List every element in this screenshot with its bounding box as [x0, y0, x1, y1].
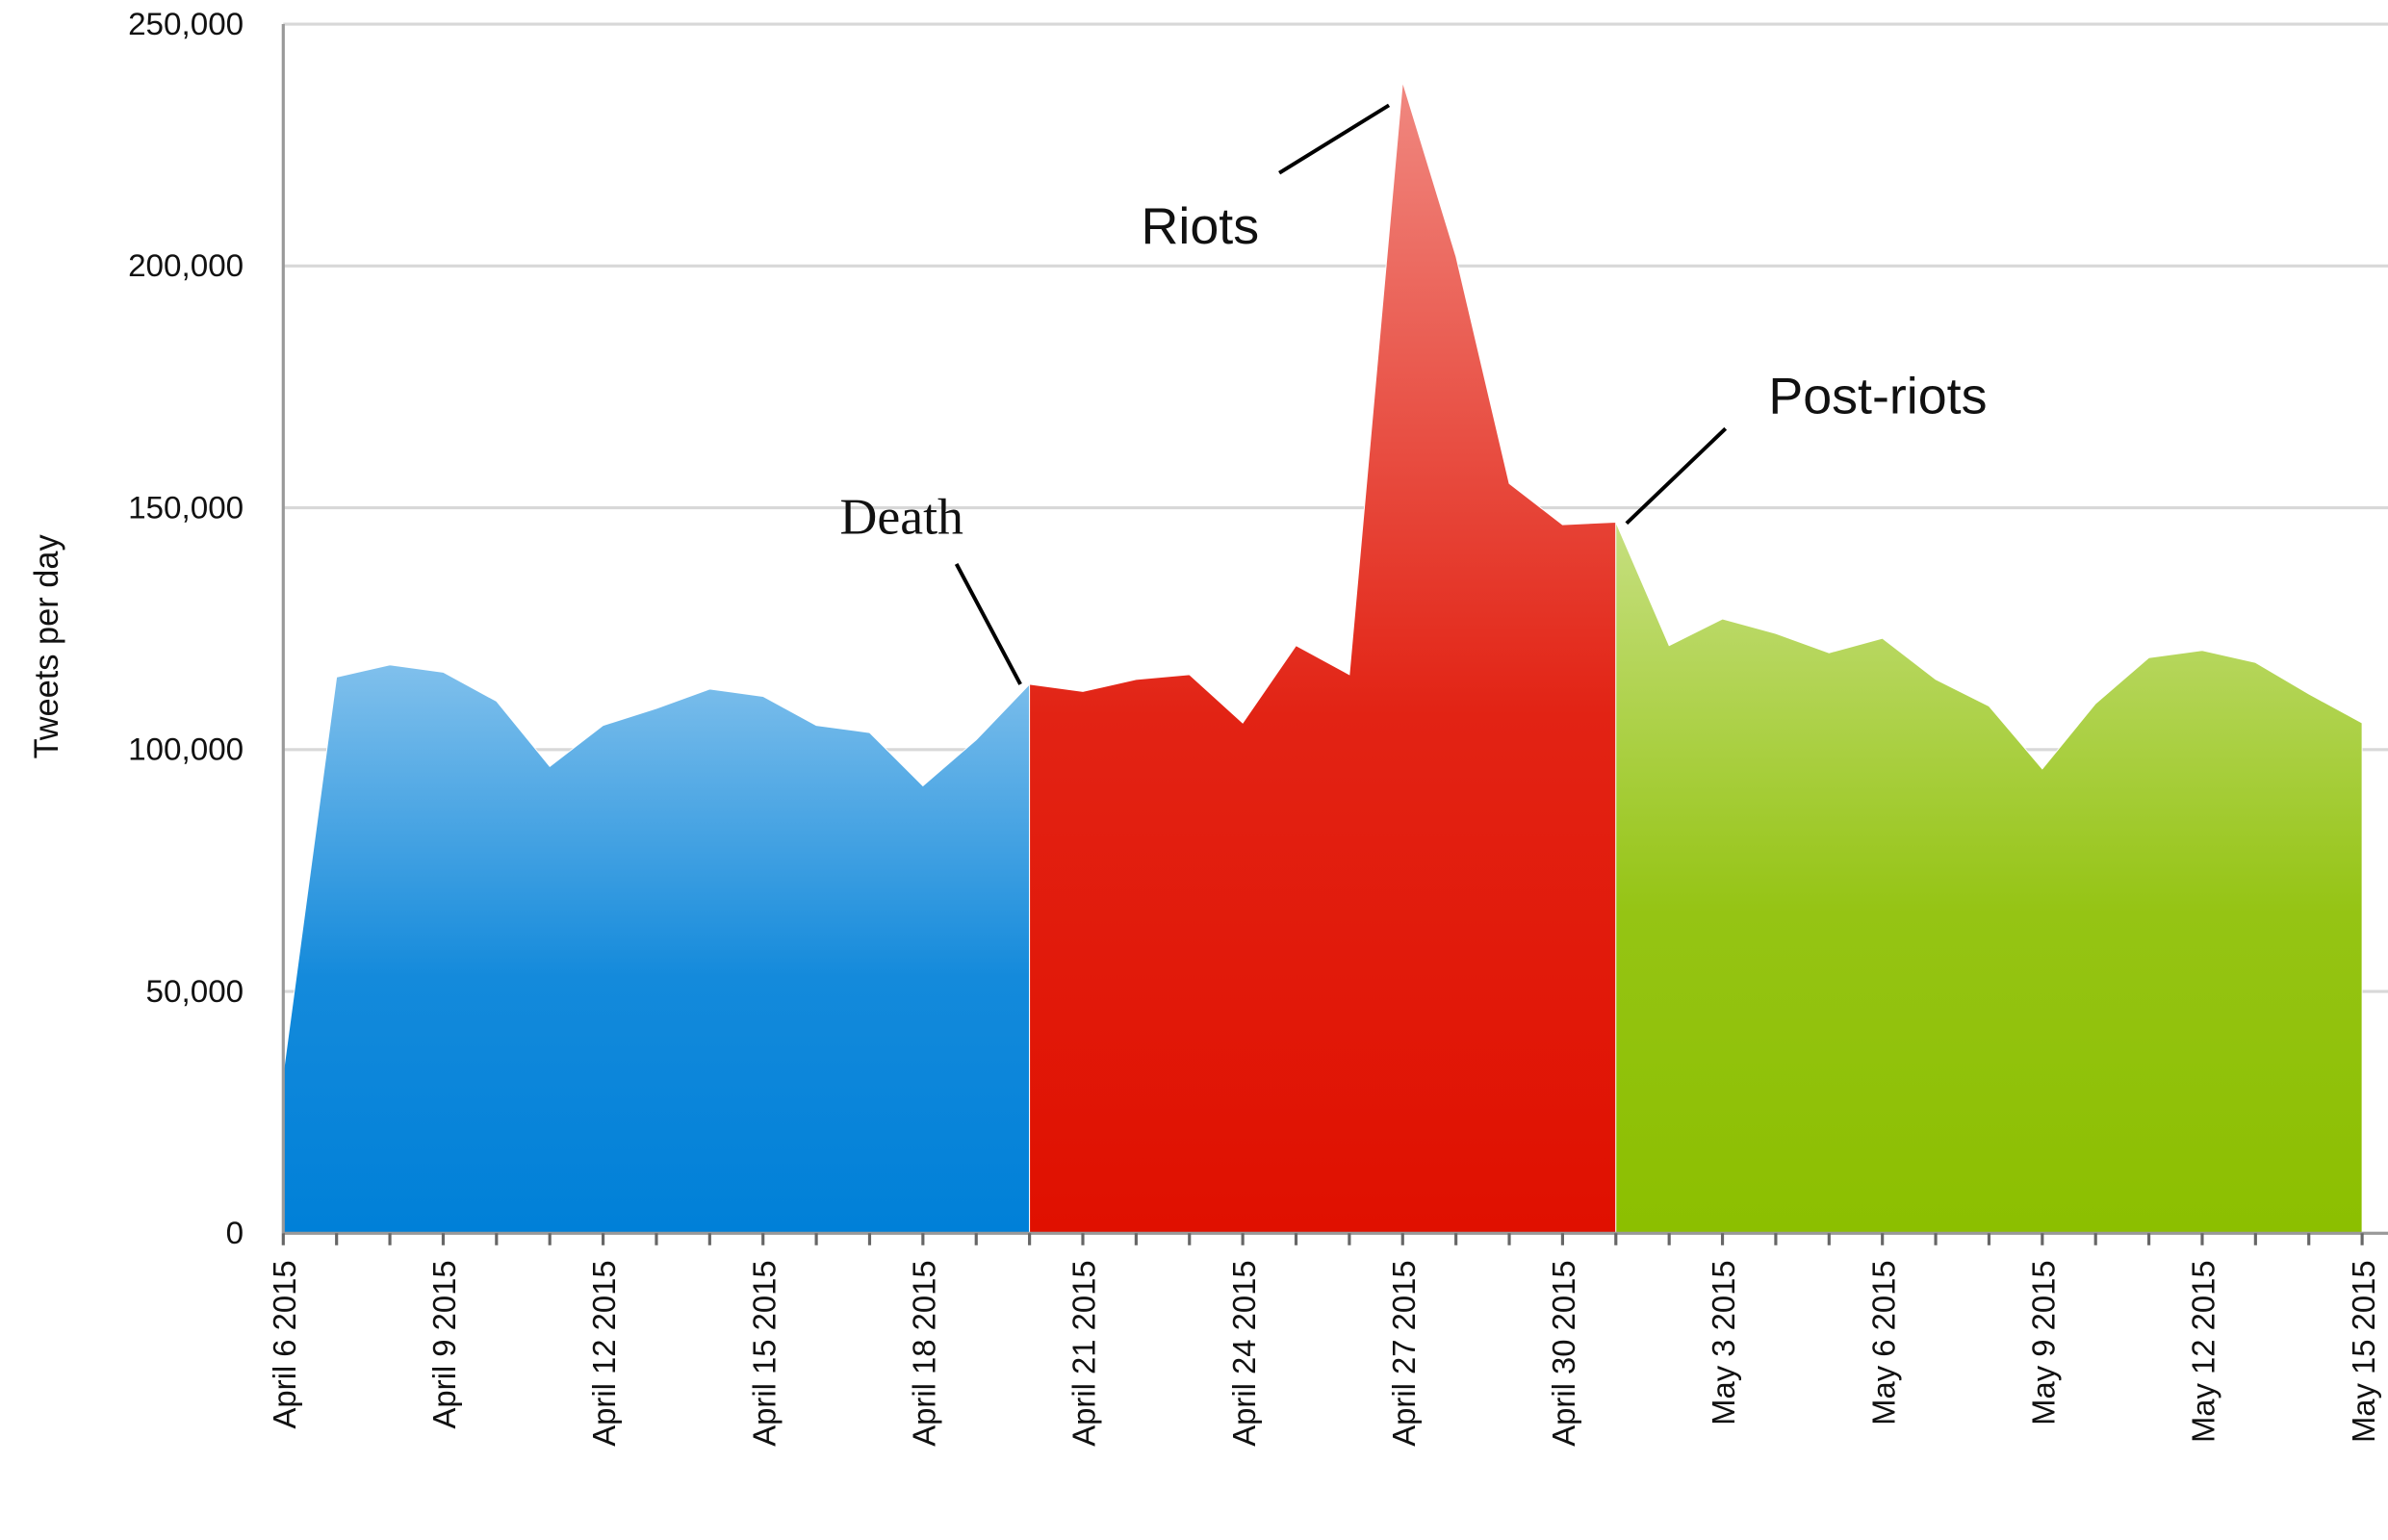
x-tick-label: April 12 2015 — [586, 1260, 622, 1446]
area — [283, 664, 1031, 1234]
x-tick-label: April 15 2015 — [746, 1260, 782, 1446]
area — [1615, 522, 2363, 1234]
x-tick-label: April 30 2015 — [1546, 1260, 1581, 1446]
annotation-line — [954, 563, 1022, 685]
x-tick-label: April 18 2015 — [906, 1260, 941, 1446]
x-tick-label: May 3 2015 — [1706, 1260, 1741, 1424]
x-tick-label: April 27 2015 — [1386, 1260, 1422, 1446]
y-tick-label: 250,000 — [128, 6, 244, 41]
x-tick-label: April 6 2015 — [267, 1260, 302, 1428]
x-tick-label: May 6 2015 — [1865, 1260, 1901, 1424]
annotation-line — [1278, 103, 1391, 175]
annotation-line — [1625, 426, 1728, 526]
x-tick-label: April 21 2015 — [1066, 1260, 1101, 1446]
annotation: Riots — [1142, 198, 1260, 255]
y-tick-label: 150,000 — [128, 490, 244, 526]
y-tick-label: 100,000 — [128, 732, 244, 767]
annotation: Death — [839, 488, 963, 546]
annotation: Post-riots — [1768, 369, 1987, 425]
y-tick-label: 0 — [226, 1215, 244, 1250]
y-tick-label: 50,000 — [146, 973, 244, 1009]
area — [1029, 82, 1617, 1234]
y-tick-label: 200,000 — [128, 247, 244, 283]
x-tick-label: April 24 2015 — [1226, 1260, 1262, 1446]
x-tick-label: April 9 2015 — [426, 1260, 462, 1428]
y-axis-label: Tweets per day — [29, 534, 65, 759]
x-tick-label: May 12 2015 — [2185, 1260, 2221, 1443]
x-tick-label: May 9 2015 — [2025, 1260, 2061, 1424]
x-tick-label: May 15 2015 — [2346, 1260, 2381, 1443]
